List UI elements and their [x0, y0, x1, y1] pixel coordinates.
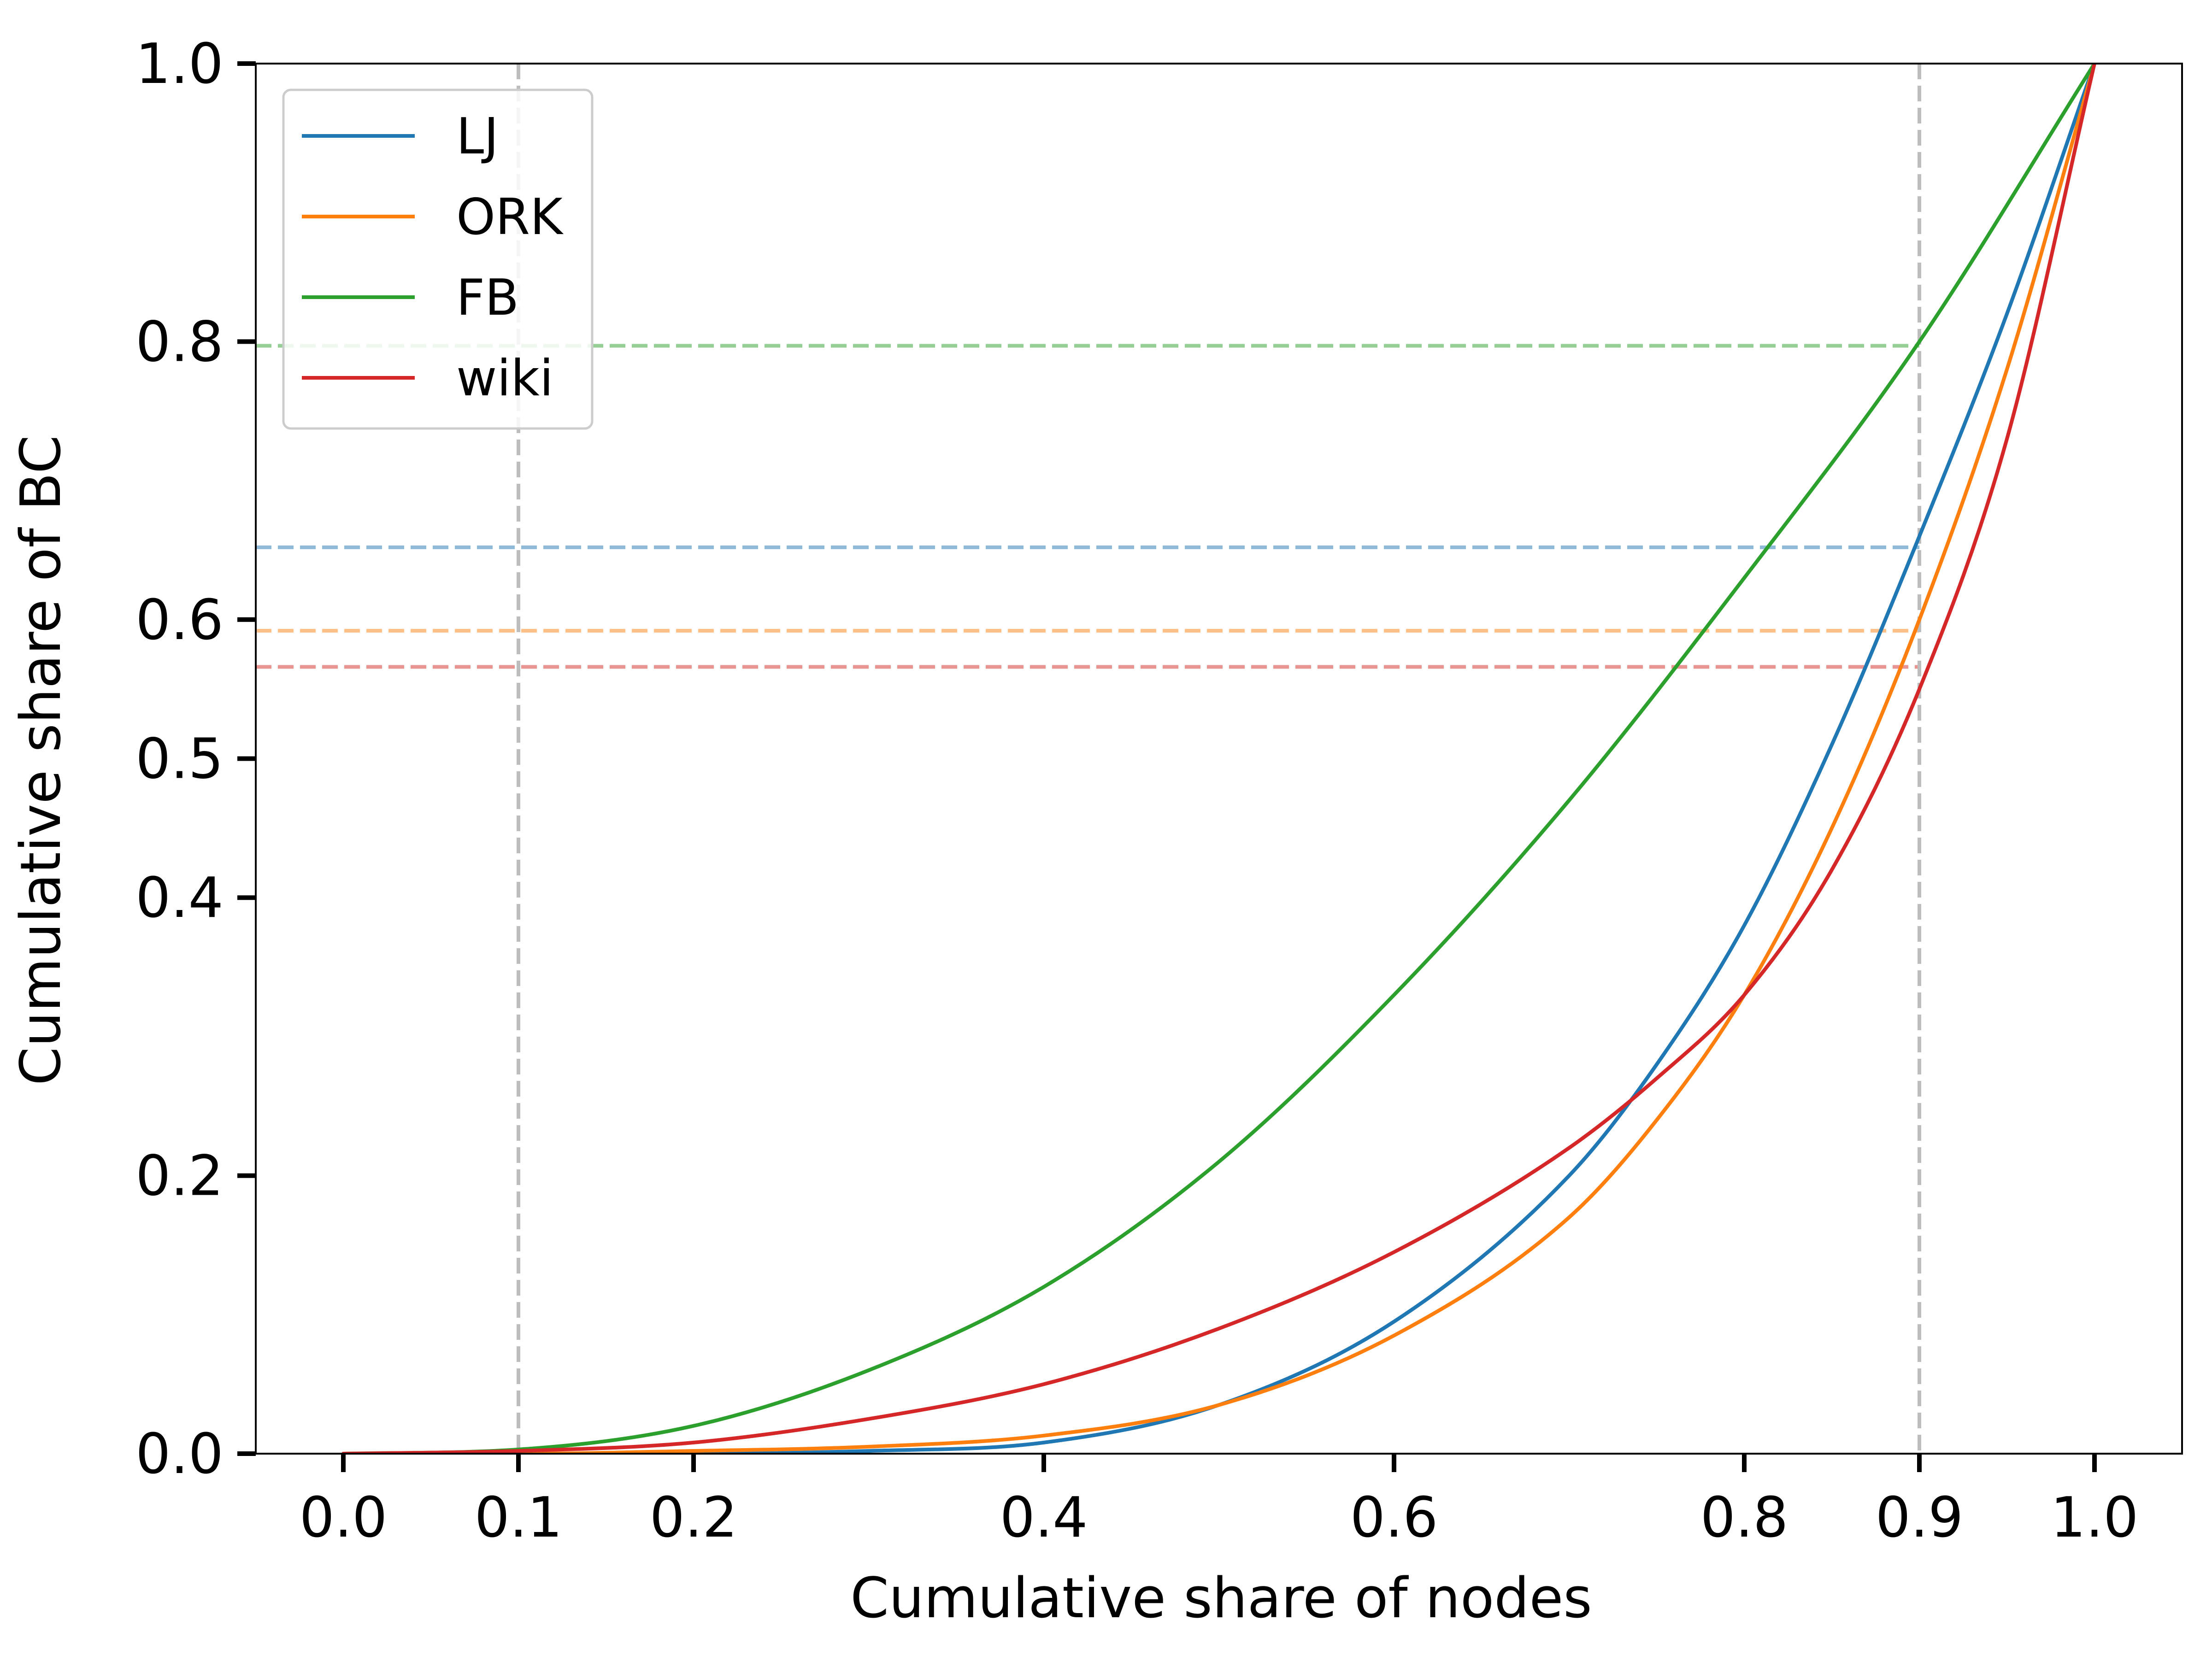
x-tick-label: 0.6	[1350, 1486, 1438, 1550]
legend-label-wiki: wiki	[456, 350, 553, 407]
axes: 0.0 0.1 0.2 0.4 0.6 0.8 0.9 1.0 0.0 0.2 0.4 0.5 0.6 0…	[135, 32, 2183, 1550]
x-tick-label: 0.8	[1700, 1486, 1788, 1550]
legend: LJ ORK FB wiki	[282, 88, 594, 430]
series-line-fb	[341, 64, 2096, 1454]
x-tick-label: 1.0	[2051, 1486, 2139, 1550]
legend-box	[282, 88, 594, 430]
y-axis-title: Cumulative share of BC	[9, 435, 73, 1086]
y-tick-label: 0.5	[135, 728, 224, 792]
series-group	[341, 64, 2096, 1454]
series-line-lj	[341, 64, 2096, 1454]
y-tick-label: 0.0	[135, 1422, 224, 1486]
legend-label-ork: ORK	[456, 188, 564, 246]
y-tick-label: 0.4	[135, 866, 224, 930]
x-tick-label: 0.0	[300, 1486, 388, 1550]
series-line-wiki	[341, 64, 2096, 1454]
x-tick-label: 0.4	[1000, 1486, 1088, 1550]
series-line-ork	[341, 64, 2096, 1454]
legend-label-lj: LJ	[456, 108, 499, 165]
x-tick-label: 0.2	[650, 1486, 738, 1550]
x-tick-label: 0.9	[1876, 1486, 1964, 1550]
x-tick-label: 0.1	[475, 1486, 563, 1550]
y-tick-label: 0.2	[135, 1145, 224, 1209]
y-tick-label: 0.8	[135, 310, 224, 374]
x-axis-title: Cumulative share of nodes	[850, 1567, 1592, 1631]
y-tick-label: 0.6	[135, 588, 224, 652]
legend-label-fb: FB	[456, 269, 519, 327]
y-tick-label: 1.0	[135, 32, 224, 96]
